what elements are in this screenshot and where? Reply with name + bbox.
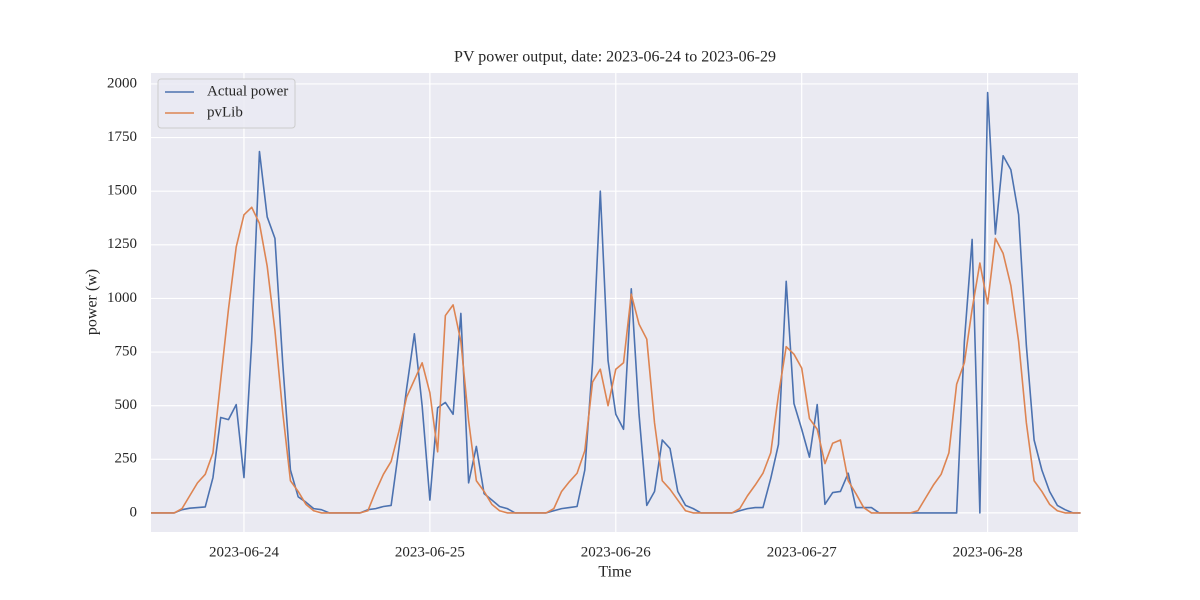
x-tick-label: 2023-06-25 [395,544,465,560]
legend: Actual power pvLib [157,78,296,129]
x-tick-label: 2023-06-26 [581,544,651,560]
y-tick-label: 250 [115,451,138,467]
x-axis-label: Time [598,564,631,581]
y-tick-label: 500 [115,397,138,413]
y-tick-label: 1500 [107,183,137,199]
y-axis-label: power (w) [84,269,101,335]
y-tick-label: 2000 [107,75,137,91]
y-tick-label: 1250 [107,236,137,252]
legend-label: pvLib [207,104,243,120]
y-tick-label: 1000 [107,290,137,306]
x-tick-label: 2023-06-27 [767,544,837,560]
series-line [151,91,1081,514]
plot-area [151,73,1078,532]
y-tick-label: 750 [115,343,138,359]
lines [151,91,1081,514]
y-tick-label: 0 [130,504,138,520]
legend-label: Actual power [207,83,288,99]
y-tick-label: 1750 [107,129,137,145]
x-tick-label: 2023-06-28 [953,544,1023,560]
x-tick-label: 2023-06-24 [209,544,279,560]
series-line [151,206,1081,514]
chart-title: PV power output, date: 2023-06-24 to 202… [454,49,776,66]
